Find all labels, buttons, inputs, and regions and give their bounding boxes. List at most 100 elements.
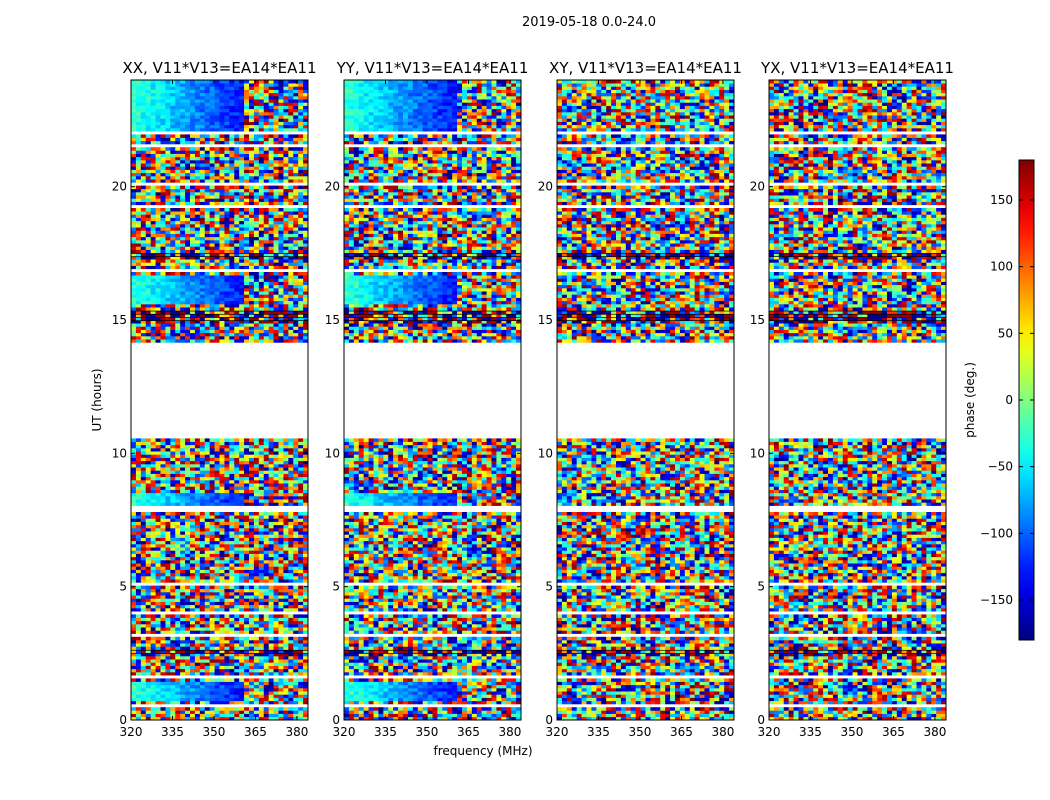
heatmap-cell xyxy=(155,339,161,343)
heatmap-cell xyxy=(214,307,220,311)
heatmap-cell xyxy=(135,163,142,167)
heatmap-cell xyxy=(244,252,250,257)
heatmap-cell xyxy=(298,518,304,522)
heatmap-cell xyxy=(278,172,284,177)
heatmap-cell xyxy=(253,531,260,535)
heatmap-cell xyxy=(165,310,171,314)
heatmap-cell xyxy=(170,297,176,302)
heatmap-cell xyxy=(219,707,225,711)
heatmap-cell xyxy=(234,643,240,647)
heatmap-cell xyxy=(288,211,294,215)
heatmap-cell xyxy=(278,332,284,337)
heatmap-cell xyxy=(150,598,156,602)
heatmap-cell xyxy=(244,201,250,206)
heatmap-cell xyxy=(145,710,151,714)
heatmap-cell xyxy=(288,515,294,519)
heatmap-cell xyxy=(253,665,260,670)
heatmap-cell xyxy=(239,713,245,718)
heatmap-cell xyxy=(165,288,171,292)
heatmap-cell xyxy=(190,659,196,663)
heatmap-cell xyxy=(145,313,151,318)
heatmap-cell xyxy=(140,480,147,484)
heatmap-cell xyxy=(298,179,304,183)
heatmap-cell xyxy=(165,691,171,695)
heatmap-cell xyxy=(278,240,284,244)
heatmap-cell xyxy=(135,486,142,490)
heatmap-cell xyxy=(185,147,191,151)
heatmap-cell xyxy=(175,524,181,529)
heatmap-cell xyxy=(219,476,225,481)
heatmap-cell xyxy=(288,220,294,225)
heatmap-cell xyxy=(204,252,210,257)
heatmap-cell xyxy=(175,278,181,282)
heatmap-cell xyxy=(293,451,299,455)
heatmap-cell xyxy=(170,556,176,561)
heatmap-cell xyxy=(303,515,309,519)
heatmap-cell xyxy=(185,659,191,663)
heatmap-cell xyxy=(253,614,260,618)
heatmap-cell xyxy=(278,528,284,532)
heatmap-cell xyxy=(219,716,225,721)
heatmap-cell xyxy=(140,230,147,234)
heatmap-cell xyxy=(160,438,166,442)
heatmap-cell xyxy=(219,492,225,497)
heatmap-cell xyxy=(204,179,210,183)
heatmap-cell xyxy=(293,246,299,250)
heatmap-cell xyxy=(229,198,235,202)
heatmap-cell xyxy=(131,643,137,647)
heatmap-cell xyxy=(219,550,225,554)
heatmap-cell xyxy=(190,524,196,529)
heatmap-cell xyxy=(263,304,269,308)
heatmap-cell xyxy=(298,172,304,177)
heatmap-cell xyxy=(288,457,294,462)
heatmap-cell xyxy=(190,624,196,628)
heatmap-cell xyxy=(199,694,206,698)
heatmap-cell xyxy=(209,217,215,222)
heatmap-cell xyxy=(199,150,206,154)
heatmap-cell xyxy=(253,243,260,247)
heatmap-cell xyxy=(175,163,181,167)
heatmap-cell xyxy=(155,544,161,548)
heatmap-cell xyxy=(239,627,245,631)
heatmap-cell xyxy=(185,496,191,500)
heatmap-cell xyxy=(258,489,265,494)
heatmap-cell xyxy=(229,451,235,455)
heatmap-cell xyxy=(239,598,245,602)
heatmap-cell xyxy=(165,444,171,449)
heatmap-cell xyxy=(185,243,191,247)
heatmap-cell xyxy=(160,572,166,577)
heatmap-cell xyxy=(175,700,181,705)
heatmap-cell xyxy=(131,288,137,292)
heatmap-cell xyxy=(194,329,201,334)
heatmap-cell xyxy=(135,556,142,561)
heatmap-cell xyxy=(145,473,151,478)
heatmap-cell xyxy=(131,476,137,481)
heatmap-cell xyxy=(244,457,250,462)
heatmap-cell xyxy=(273,550,279,554)
heatmap-cell xyxy=(150,528,156,532)
heatmap-cell xyxy=(180,643,186,647)
heatmap-cell xyxy=(234,272,240,276)
heatmap-cell xyxy=(224,672,230,676)
heatmap-cell xyxy=(273,528,279,532)
heatmap-cell xyxy=(293,307,299,311)
heatmap-cell xyxy=(135,521,142,526)
heatmap-cell xyxy=(160,236,166,241)
heatmap-cell xyxy=(155,169,161,174)
heatmap-cell xyxy=(150,224,156,228)
heatmap-cell xyxy=(244,214,250,218)
heatmap-cell xyxy=(150,524,156,529)
heatmap-cell xyxy=(253,534,260,538)
heatmap-cell xyxy=(268,339,274,343)
heatmap-cell xyxy=(204,496,210,500)
heatmap-cell xyxy=(258,588,265,593)
heatmap-cell xyxy=(145,316,151,321)
heatmap-cell xyxy=(293,166,299,170)
heatmap-cell xyxy=(160,294,166,298)
heatmap-cell xyxy=(249,438,255,442)
heatmap-cell xyxy=(190,201,196,206)
heatmap-cell xyxy=(175,630,181,634)
heatmap-cell xyxy=(298,227,304,231)
heatmap-cell xyxy=(288,265,294,270)
heatmap-cell xyxy=(160,444,166,449)
